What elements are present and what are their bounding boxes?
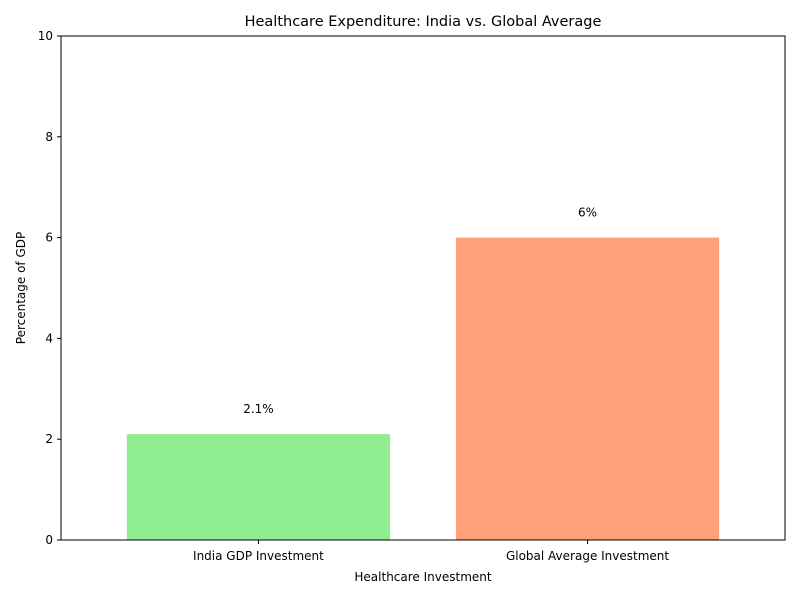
y-tick-label-6: 10 [38, 29, 53, 43]
y-tick-label-1: 0 [45, 533, 53, 547]
plot-frame [60, 35, 786, 541]
bar-2 [455, 237, 720, 540]
y-axis-ticks: 0 2 4 6 8 10 [38, 29, 61, 547]
x-tick-label-2: Global Average Investment [506, 549, 669, 563]
data-label-1: 2.1% [243, 402, 274, 416]
x-axis-ticks: India GDP Investment Global Average Inves… [193, 540, 669, 563]
data-labels-layer: 2.1% 6% [243, 205, 597, 416]
chart-title: Healthcare Expenditure: India vs. Global… [245, 14, 602, 30]
y-tick-label-3: 4 [45, 331, 53, 345]
y-tick-label-2: 2 [45, 432, 53, 446]
y-tick-label-4: 6 [45, 231, 53, 245]
data-label-2: 6% [578, 205, 597, 219]
y-tick-label-5: 8 [45, 130, 53, 144]
x-axis-label: Healthcare Investment [354, 570, 491, 584]
x-tick-label-1: India GDP Investment [193, 549, 324, 563]
y-axis-label: Percentage of GDP [14, 232, 28, 344]
bar-1 [126, 434, 391, 540]
bars-layer [126, 237, 720, 540]
